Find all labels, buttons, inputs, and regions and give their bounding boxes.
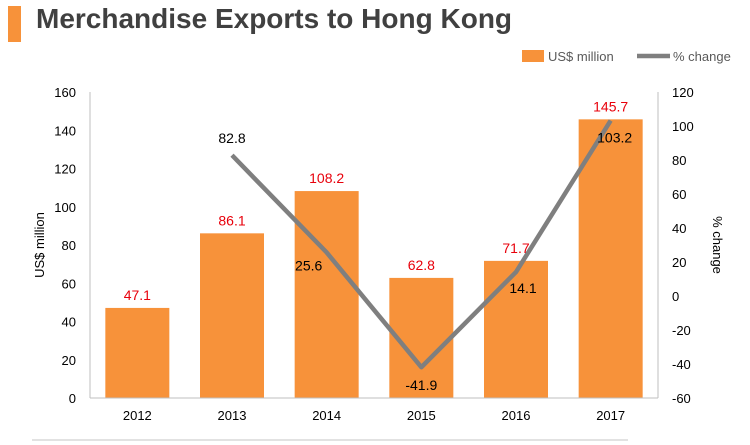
bar-data-label: 86.1 <box>218 212 245 228</box>
x-tick-label: 2016 <box>502 408 531 423</box>
y2-tick-label: 0 <box>672 289 679 304</box>
title-accent-bar <box>8 6 21 42</box>
bar-2017 <box>578 119 643 398</box>
bar-data-label: 71.7 <box>502 240 529 256</box>
y-tick-label: 0 <box>69 391 76 406</box>
bar-2012 <box>105 307 170 398</box>
line-data-label: -41.9 <box>405 377 437 393</box>
bar-2013 <box>200 233 264 398</box>
bar-data-label: 108.2 <box>309 170 344 186</box>
y2-tick-label: -60 <box>672 391 691 406</box>
x-tick-label: 2015 <box>407 408 436 423</box>
bar-data-label: 145.7 <box>593 98 628 114</box>
y-tick-label: 40 <box>62 315 76 330</box>
x-tick-label: 2013 <box>218 408 247 423</box>
y-tick-label: 80 <box>62 238 76 253</box>
page-title: Merchandise Exports to Hong Kong <box>36 3 513 34</box>
y2-tick-label: 60 <box>672 187 686 202</box>
line-data-label: 14.1 <box>509 280 536 296</box>
y2-tick-label: 100 <box>672 119 694 134</box>
y-tick-label: 60 <box>62 276 76 291</box>
y2-axis-title: % change <box>710 216 725 274</box>
y2-tick-label: 80 <box>672 153 686 168</box>
y-tick-label: 140 <box>54 123 76 138</box>
y-tick-label: 160 <box>54 85 76 100</box>
x-tick-label: 2012 <box>123 408 152 423</box>
y-tick-label: 20 <box>62 353 76 368</box>
x-tick-label: 2014 <box>312 408 341 423</box>
line-data-label: 25.6 <box>295 257 322 273</box>
line-data-label: 103.2 <box>597 130 632 146</box>
bar-data-label: 47.1 <box>124 287 151 303</box>
y2-tick-label: -40 <box>672 357 691 372</box>
y2-tick-label: 120 <box>672 85 694 100</box>
y2-tick-label: 20 <box>672 255 686 270</box>
y2-tick-label: -20 <box>672 323 691 338</box>
legend-label-line: % change <box>673 49 731 64</box>
y-axis-title: US$ million <box>32 212 47 278</box>
y2-tick-label: 40 <box>672 221 686 236</box>
x-tick-label: 2017 <box>596 408 625 423</box>
line-data-label: 82.8 <box>218 130 245 146</box>
legend-swatch-bar <box>522 50 544 62</box>
bar-data-label: 62.8 <box>408 257 435 273</box>
bar-2016 <box>484 260 548 398</box>
legend-label-bar: US$ million <box>548 49 614 64</box>
bar-2014 <box>294 191 359 398</box>
y-tick-label: 120 <box>54 162 76 177</box>
y-tick-label: 100 <box>54 200 76 215</box>
